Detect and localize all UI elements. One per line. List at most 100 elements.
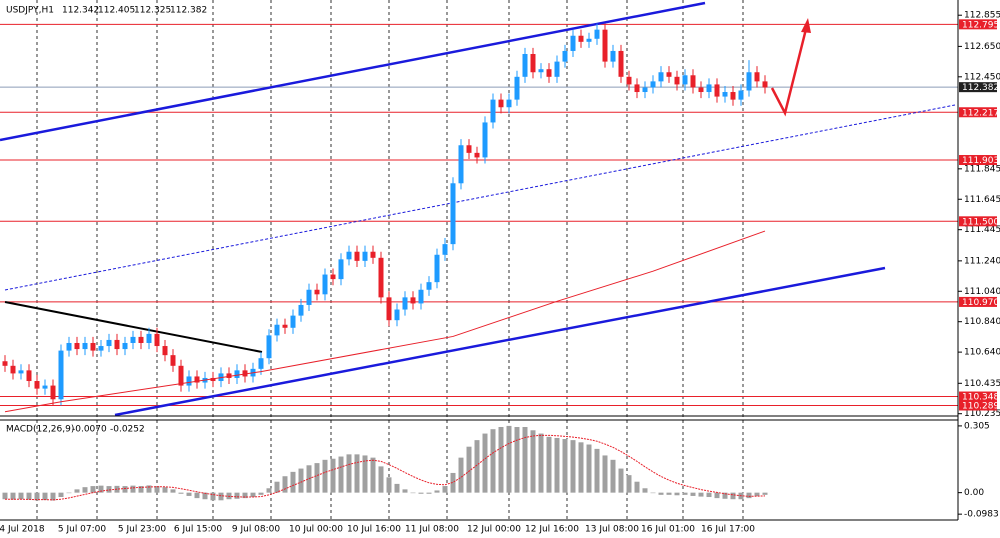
macd-bar bbox=[130, 485, 136, 493]
macd-bar bbox=[418, 492, 424, 494]
candle-body bbox=[658, 72, 664, 82]
y-tick-label: 110.235 bbox=[964, 409, 1000, 419]
x-tick-label: 9 Jul 08:00 bbox=[232, 525, 281, 535]
candle-body bbox=[50, 385, 56, 400]
candle-body bbox=[394, 309, 400, 321]
macd-bar bbox=[146, 485, 152, 493]
macd-bar bbox=[530, 430, 536, 493]
macd-bar bbox=[362, 455, 368, 493]
candle-body bbox=[562, 50, 568, 62]
candle-body bbox=[602, 29, 608, 62]
candle-body bbox=[338, 259, 344, 280]
macd-bar bbox=[594, 448, 600, 493]
macd-bar bbox=[730, 492, 736, 500]
macd-bar bbox=[602, 455, 608, 493]
x-tick-label: 4 Jul 2018 bbox=[0, 525, 45, 535]
macd-bar bbox=[522, 427, 528, 493]
macd-bar bbox=[98, 485, 104, 493]
candle-body bbox=[514, 76, 520, 100]
macd-bar bbox=[274, 481, 280, 493]
macd-bar bbox=[506, 425, 512, 493]
candle-body bbox=[546, 69, 552, 77]
macd-bar bbox=[434, 490, 440, 493]
macd-bar bbox=[194, 492, 200, 499]
level-label: 112.217 bbox=[962, 108, 999, 118]
level-label: 111.903 bbox=[962, 156, 999, 166]
candle-body bbox=[282, 324, 288, 328]
macd-bar bbox=[682, 492, 688, 495]
macd-bar bbox=[34, 492, 40, 501]
macd-bar bbox=[338, 456, 344, 493]
moving-average bbox=[4, 230, 766, 413]
candle-body bbox=[386, 297, 392, 321]
candle-body bbox=[34, 381, 40, 389]
candle-body bbox=[194, 376, 200, 383]
macd-bar bbox=[650, 492, 656, 494]
macd-bar bbox=[450, 472, 456, 493]
x-tick-label: 12 Jul 16:00 bbox=[525, 525, 579, 535]
macd-bar bbox=[346, 454, 352, 493]
macd-bar bbox=[234, 492, 240, 499]
candle-body bbox=[314, 289, 320, 295]
candle-body bbox=[418, 289, 424, 304]
candle-body bbox=[458, 145, 464, 184]
macd-bar bbox=[746, 492, 752, 499]
candle-body bbox=[410, 297, 416, 304]
level-tag bbox=[959, 107, 997, 118]
candle-body bbox=[682, 75, 688, 85]
candle-body bbox=[226, 373, 232, 378]
symbol: USDJPY,H1 bbox=[6, 6, 54, 16]
candle-body bbox=[90, 342, 96, 351]
x-tick-label: 5 Jul 23:00 bbox=[118, 525, 167, 535]
macd-value: -0.0070 bbox=[72, 425, 107, 435]
macd-bar bbox=[178, 492, 184, 494]
candle-body bbox=[362, 251, 368, 261]
y-tick-label: 111.445 bbox=[964, 225, 1000, 235]
macd-bar bbox=[626, 475, 632, 493]
candle-body bbox=[130, 336, 136, 343]
candle-body bbox=[2, 361, 8, 366]
x-tick-label: 13 Jul 08:00 bbox=[585, 525, 639, 535]
macd-bar bbox=[570, 440, 576, 493]
macd-bar bbox=[74, 489, 80, 493]
candle-body bbox=[666, 72, 672, 77]
macd-bar bbox=[210, 492, 216, 501]
macd-bar bbox=[698, 492, 704, 497]
macd-bar bbox=[498, 427, 504, 493]
candle-body bbox=[426, 282, 432, 290]
macd-bar bbox=[50, 492, 56, 501]
macd-bar bbox=[442, 486, 448, 493]
y-tick-label: 110.435 bbox=[964, 379, 1000, 389]
candle-body bbox=[74, 342, 80, 350]
x-tick-label: 16 Jul 17:00 bbox=[701, 525, 755, 535]
candle-body bbox=[618, 50, 624, 77]
y-tick-label: 0.305 bbox=[964, 421, 990, 431]
macd-bar bbox=[458, 457, 464, 493]
macd-bar bbox=[610, 459, 616, 493]
level-label: 110.348 bbox=[962, 393, 999, 403]
macd-bar bbox=[242, 492, 248, 499]
macd-bar bbox=[170, 489, 176, 493]
ohlc-value: 112.342 bbox=[62, 6, 99, 16]
macd-bar bbox=[666, 492, 672, 495]
y-tick-label: -0.0983 bbox=[964, 510, 999, 520]
macd-bar bbox=[322, 459, 328, 493]
candle-body bbox=[298, 304, 304, 316]
macd-bar bbox=[354, 454, 360, 493]
macd-bar bbox=[370, 457, 376, 493]
macd-bar bbox=[218, 492, 224, 501]
candle-body bbox=[42, 385, 48, 389]
macd-bar bbox=[266, 488, 272, 493]
macd-bar bbox=[122, 486, 128, 493]
macd-value: -0.0252 bbox=[110, 425, 145, 435]
signal-line bbox=[5, 434, 766, 501]
channel-upper bbox=[0, 1, 706, 142]
candle-body bbox=[442, 244, 448, 255]
macd-bar bbox=[762, 492, 768, 495]
level-tag bbox=[959, 391, 997, 402]
candle-body bbox=[354, 251, 360, 261]
macd-bar bbox=[82, 487, 88, 493]
macd-bar bbox=[642, 488, 648, 493]
macd-title: MACD(12,26,9) bbox=[6, 425, 74, 435]
candle-body bbox=[146, 333, 152, 343]
